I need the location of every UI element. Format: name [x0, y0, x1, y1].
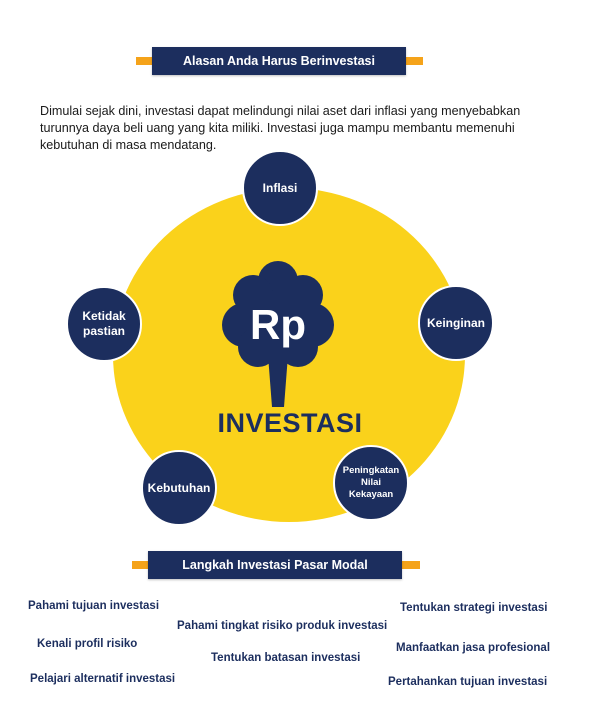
- tree-money-icon: Rp: [222, 261, 334, 407]
- steps-banner-accent-left: [132, 561, 152, 569]
- node-peningkatan-nilai-kekayaan: Peningkatan Nilai Kekayaan: [333, 445, 409, 521]
- node-ketidakpastian: Ketidak pastian: [66, 286, 142, 362]
- steps-banner-accent-right: [400, 561, 420, 569]
- step-item: Pahami tujuan investasi: [28, 600, 160, 612]
- step-item: Manfaatkan jasa profesional: [396, 642, 551, 654]
- rupiah-symbol: Rp: [250, 301, 306, 348]
- step-item: Pelajari alternatif investasi: [30, 673, 176, 685]
- banner-accent-right: [403, 57, 423, 65]
- page-title: Alasan Anda Harus Berinvestasi: [152, 47, 406, 75]
- step-item: Pertahankan tujuan investasi: [388, 676, 548, 688]
- step-item: Tentukan batasan investasi: [211, 652, 361, 664]
- steps-banner: Langkah Investasi Pasar Modal: [0, 551, 595, 579]
- intro-paragraph: Dimulai sejak dini, investasi dapat meli…: [40, 104, 521, 152]
- node-kebutuhan: Kebutuhan: [141, 450, 217, 526]
- step-item: Kenali profil risiko: [37, 638, 138, 650]
- node-keinginan: Keinginan: [418, 285, 494, 361]
- banner-accent-left: [136, 57, 156, 65]
- center-label: INVESTASI: [217, 408, 363, 438]
- step-item: Tentukan strategi investasi: [400, 602, 548, 614]
- steps-title: Langkah Investasi Pasar Modal: [148, 551, 402, 579]
- header-banner: Alasan Anda Harus Berinvestasi: [0, 47, 595, 75]
- node-inflasi: Inflasi: [242, 150, 318, 226]
- step-item: Pahami tingkat risiko produk investasi: [177, 620, 388, 632]
